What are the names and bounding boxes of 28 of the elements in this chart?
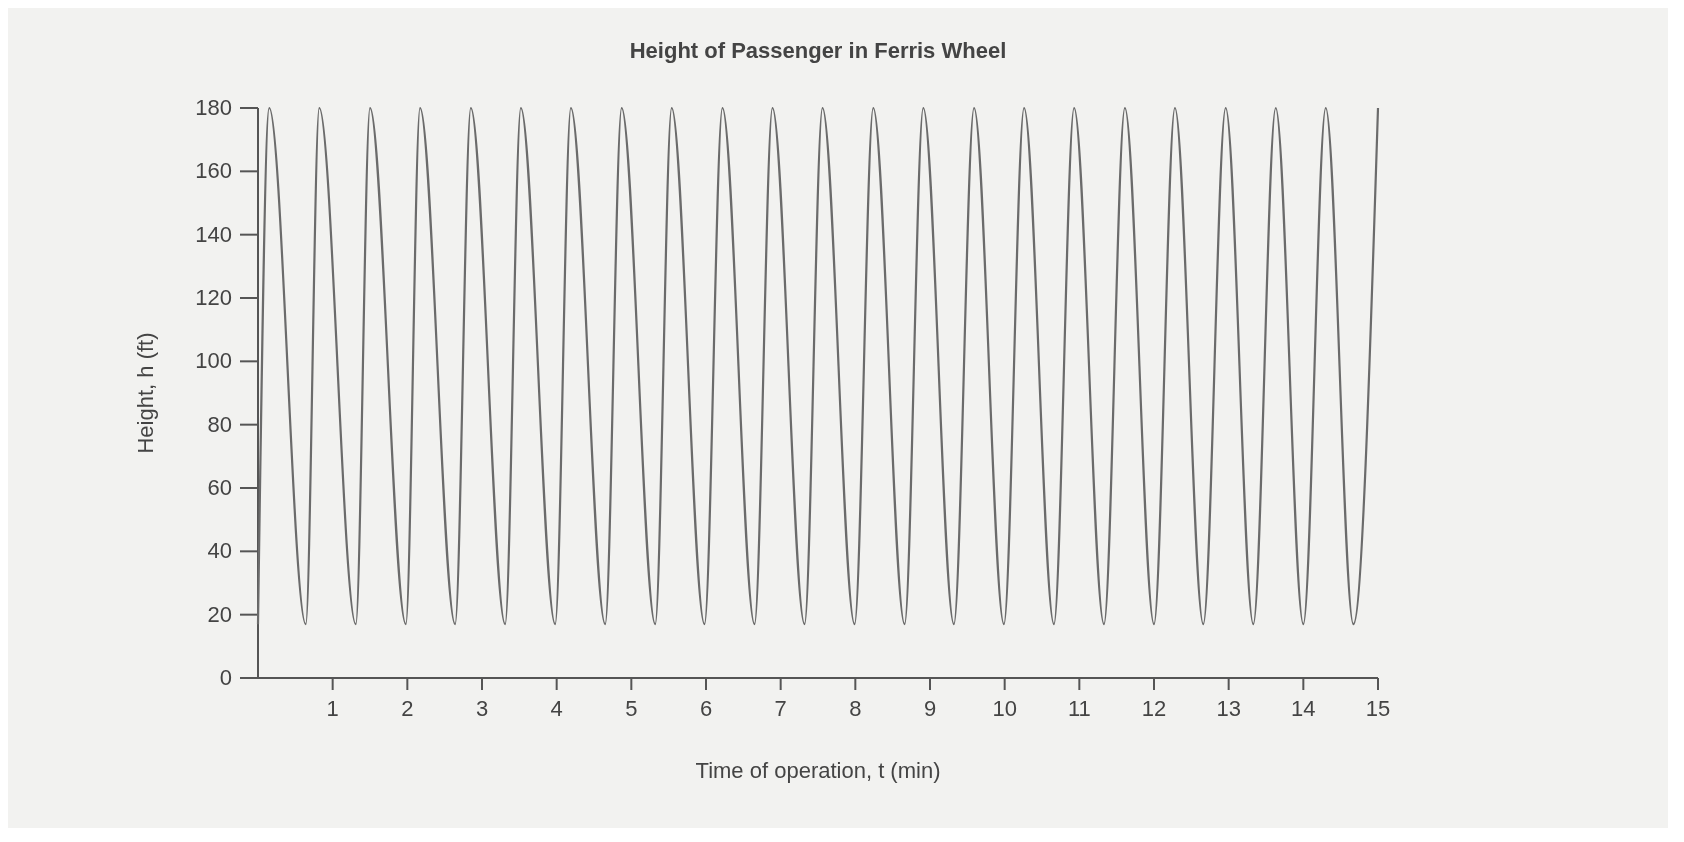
x-tick-label: 3 bbox=[475, 696, 489, 721]
y-tick-label: 140 bbox=[195, 221, 232, 247]
x-tick-label: 13 bbox=[1216, 696, 1241, 721]
y-tick-label: 60 bbox=[207, 475, 232, 500]
y-tick-label: 160 bbox=[195, 158, 232, 184]
x-tick-label: 10 bbox=[992, 696, 1017, 721]
y-tick-label: 80 bbox=[207, 411, 232, 437]
y-tick-label: 0 bbox=[219, 665, 232, 690]
x-tick-label: 9 bbox=[923, 696, 937, 721]
x-tick-label: 11 bbox=[1067, 696, 1091, 721]
x-tick-label: 8 bbox=[849, 696, 862, 721]
x-axis-title: Time of operation, t (min) bbox=[695, 758, 941, 783]
chart-title: Height of Passenger in Ferris Wheel bbox=[629, 38, 1007, 63]
y-tick-label: 20 bbox=[207, 601, 232, 627]
y-tick-label: 120 bbox=[195, 285, 232, 310]
y-axis-title: Height, h (ft) bbox=[133, 332, 158, 454]
y-tick-label: 100 bbox=[195, 348, 232, 374]
x-tick-label: 4 bbox=[550, 696, 563, 721]
x-tick-label: 1 bbox=[326, 696, 339, 721]
x-tick-label: 7 bbox=[774, 696, 787, 721]
x-tick-label: 14 bbox=[1291, 696, 1316, 721]
x-tick-label: 15 bbox=[1365, 696, 1391, 721]
x-tick-label: 2 bbox=[401, 696, 414, 721]
y-tick-label: 40 bbox=[207, 538, 232, 564]
x-tick-label: 5 bbox=[625, 696, 638, 721]
y-tick-label: 180 bbox=[195, 95, 232, 120]
x-tick-label: 12 bbox=[1141, 696, 1167, 721]
x-tick-label: 6 bbox=[699, 696, 713, 721]
